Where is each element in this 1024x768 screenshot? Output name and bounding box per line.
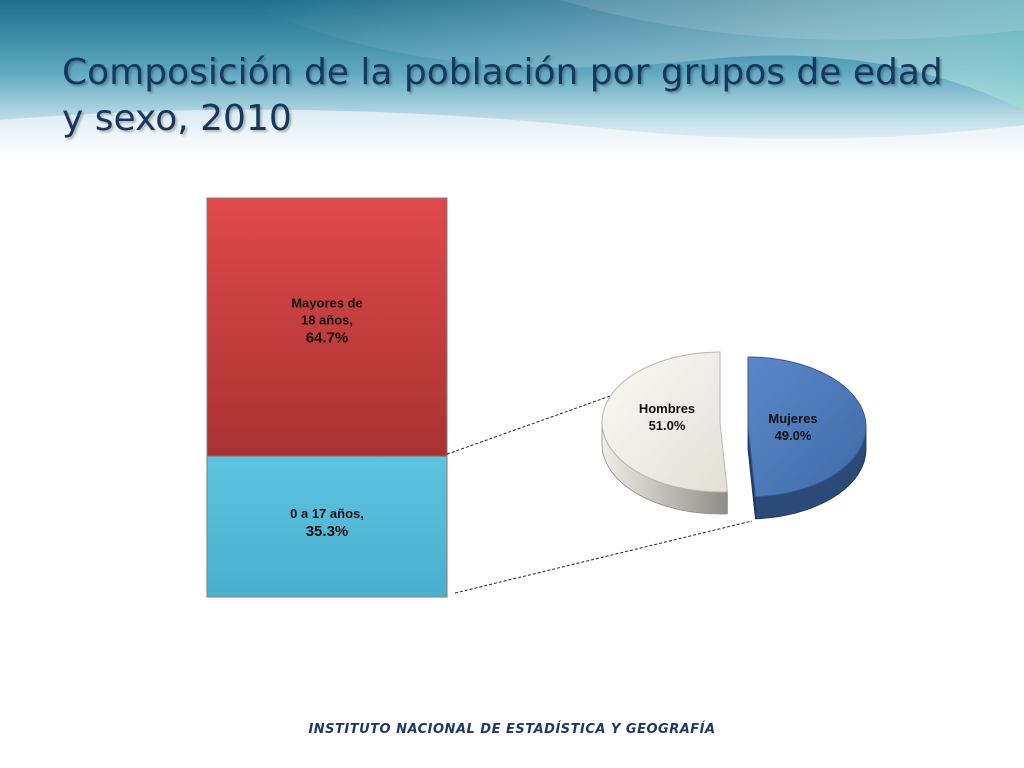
pie-label-mujeres: Mujeres [768, 411, 817, 426]
pie-label-hombres: Hombres [639, 401, 695, 416]
pie-slice-hombres [601, 351, 728, 493]
pie-value-hombres: 51.0% [649, 418, 686, 433]
bar-segment-adults [206, 197, 448, 457]
population-chart: 0 a 17 años, 35.3% Mayores de 18 años, 64.7%… [206, 197, 867, 598]
footer-institution: INSTITUTO NACIONAL DE ESTADÍSTICA Y GEOG… [308, 722, 716, 737]
bar-label-minors-line: 0 a 17 años, [290, 506, 364, 521]
header-band [0, 0, 1024, 160]
bar-label-adults-line: 18 años, [301, 313, 353, 328]
slide-title: Composición de la población por grupos d… [62, 52, 943, 139]
pie-slice-mujeres [747, 356, 867, 498]
bar-segment-minors [206, 455, 448, 598]
pie-value-mujeres: 49.0% [775, 428, 812, 443]
bar-label-adults-line: Mayores de [291, 296, 363, 311]
bar-value-minors: 35.3% [306, 523, 349, 540]
bar-value-adults: 64.7% [306, 330, 349, 347]
connector-line-bottom [454, 520, 753, 594]
